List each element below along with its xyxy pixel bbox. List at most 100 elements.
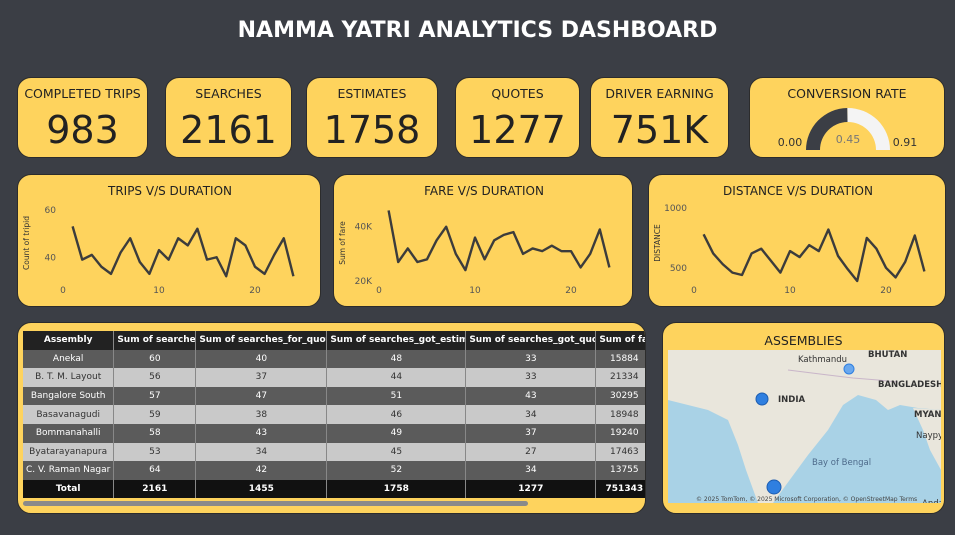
table-cell: 33	[465, 349, 597, 369]
x-tick-label: 10	[784, 286, 796, 296]
chart-card: DISTANCE V/S DURATION DISTANCE 500 1000 0 10 2…	[648, 174, 946, 307]
table-cell: 37	[195, 368, 328, 387]
y-tick-label: 60	[45, 206, 57, 216]
gauge-track	[847, 108, 890, 150]
y-tick-label: 40	[45, 253, 57, 263]
column-header: Assembly	[23, 331, 115, 350]
y-tick-label: 500	[670, 264, 687, 274]
line-series	[702, 228, 926, 283]
map-title: ASSEMBLIES	[764, 333, 843, 348]
map-label: Andam	[922, 499, 941, 503]
kpi-label: QUOTES	[491, 86, 544, 101]
y-axis-label: Count of tripid	[22, 216, 31, 270]
table-cell: B. T. M. Layout	[23, 368, 115, 387]
column-header: Sum of searches_got_estimate	[326, 331, 467, 350]
table-cell: 53	[113, 442, 197, 462]
map-label: BHUTAN	[868, 350, 907, 360]
gauge: 0.00 0.45 0.91	[778, 108, 917, 150]
kpi-value: 751K	[610, 108, 709, 152]
y-axis-label: Sum of fare	[338, 221, 347, 265]
column-header: Sum of searches_for_quotes	[195, 331, 328, 350]
table-row: Byatarayanapura 53 34 45 27 17463	[23, 442, 645, 462]
y-tick-label: 1000	[664, 204, 687, 214]
gauge-card: CONVERSION RATE 0.00 0.45 0.91	[749, 77, 945, 158]
map-label: BANGLADESH	[878, 380, 941, 390]
bubble[interactable]	[766, 479, 782, 495]
kpi-value: 983	[46, 108, 119, 152]
table-cell: 19240	[595, 423, 645, 443]
column-header: Sum of searches_got_quotes	[465, 331, 597, 350]
table-cell: 38	[195, 405, 328, 424]
map-card: ASSEMBLIES Kathmandu BHUTAN BANGLADESH INDI…	[662, 322, 945, 514]
kpi-label: COMPLETED TRIPS	[24, 86, 141, 101]
chart-title: FARE V/S DURATION	[424, 184, 544, 198]
table-cell: Byatarayanapura	[23, 442, 115, 462]
x-tick-label: 10	[153, 286, 165, 296]
table-cell: 30295	[595, 386, 645, 406]
x-tick-label: 20	[565, 286, 577, 296]
kpi-value: 2161	[180, 108, 277, 152]
bubble[interactable]	[843, 363, 855, 375]
kpi-label: SEARCHES	[195, 86, 262, 101]
table-cell: 44	[326, 368, 467, 387]
map-label: MYAN	[914, 410, 941, 420]
table-cell: 47	[195, 386, 328, 406]
y-tick-label: 20K	[355, 277, 373, 287]
y-axis-label: DISTANCE	[653, 224, 662, 262]
table-cell: 49	[326, 423, 467, 443]
scrollbar[interactable]	[23, 501, 528, 506]
line-series	[387, 210, 611, 272]
map-label: INDIA	[778, 395, 805, 405]
land	[913, 408, 941, 470]
chart-card: TRIPS V/S DURATION Count of tripid 40 60 0 10…	[17, 174, 321, 307]
table-cell: 52	[326, 461, 467, 480]
table-cell: 34	[465, 461, 597, 480]
gauge-min: 0.00	[778, 136, 803, 149]
table-row: Anekal 60 40 48 33 15884	[23, 349, 645, 369]
line-chart: TRIPS V/S DURATION Count of tripid 40 60 0 10…	[22, 184, 295, 296]
x-tick-label: 20	[880, 286, 892, 296]
table-cell: 13755	[595, 461, 645, 480]
land	[668, 350, 941, 503]
table-row: C. V. Raman Nagar 64 42 52 34 13755	[23, 461, 645, 480]
table-cell: 21334	[595, 368, 645, 387]
table-cell: C. V. Raman Nagar	[23, 461, 115, 480]
table-row: Bommanahalli 58 43 49 37 19240	[23, 423, 645, 443]
total-cell: Total	[23, 479, 115, 499]
table-cell: 64	[113, 461, 197, 480]
bubble[interactable]	[755, 392, 769, 406]
table-cell: Bommanahalli	[23, 423, 115, 443]
total-cell: 751343	[595, 479, 645, 499]
total-cell: 1758	[326, 479, 467, 499]
column-header: Sum of searches	[113, 331, 197, 350]
table-cell: 34	[195, 442, 328, 462]
table-cell: 18948	[595, 405, 645, 424]
x-tick-label: 0	[60, 286, 66, 296]
table-cell: 15884	[595, 349, 645, 369]
table-row: B. T. M. Layout 56 37 44 33 21334	[23, 368, 645, 387]
gauge-title: CONVERSION RATE	[787, 86, 907, 101]
chart-title: DISTANCE V/S DURATION	[723, 184, 873, 198]
table-cell: Bangalore South	[23, 386, 115, 406]
table-cell: 40	[195, 349, 328, 369]
total-cell: 1455	[195, 479, 328, 499]
chart-title: TRIPS V/S DURATION	[107, 184, 232, 198]
table-cell: 45	[326, 442, 467, 462]
map[interactable]: Kathmandu BHUTAN BANGLADESH INDIA MYAN Naypyi…	[668, 350, 941, 503]
line-series	[71, 226, 295, 278]
table-cell: 27	[465, 442, 597, 462]
table-cell: 56	[113, 368, 197, 387]
table-cell: 59	[113, 405, 197, 424]
table-cell: Anekal	[23, 349, 115, 369]
line-chart: DISTANCE V/S DURATION DISTANCE 500 1000 0 10 2…	[653, 184, 926, 296]
kpi-label: DRIVER EARNING	[605, 86, 714, 101]
table-cell: 37	[465, 423, 597, 443]
total-cell: 2161	[113, 479, 197, 499]
table-cell: 60	[113, 349, 197, 369]
table-row: Bangalore South 57 47 51 43 30295	[23, 386, 645, 406]
kpi-card: ESTIMATES 1758	[306, 77, 438, 158]
kpi-value: 1277	[469, 108, 566, 152]
table-cell: 33	[465, 368, 597, 387]
kpi-card: DRIVER EARNING 751K	[590, 77, 729, 158]
